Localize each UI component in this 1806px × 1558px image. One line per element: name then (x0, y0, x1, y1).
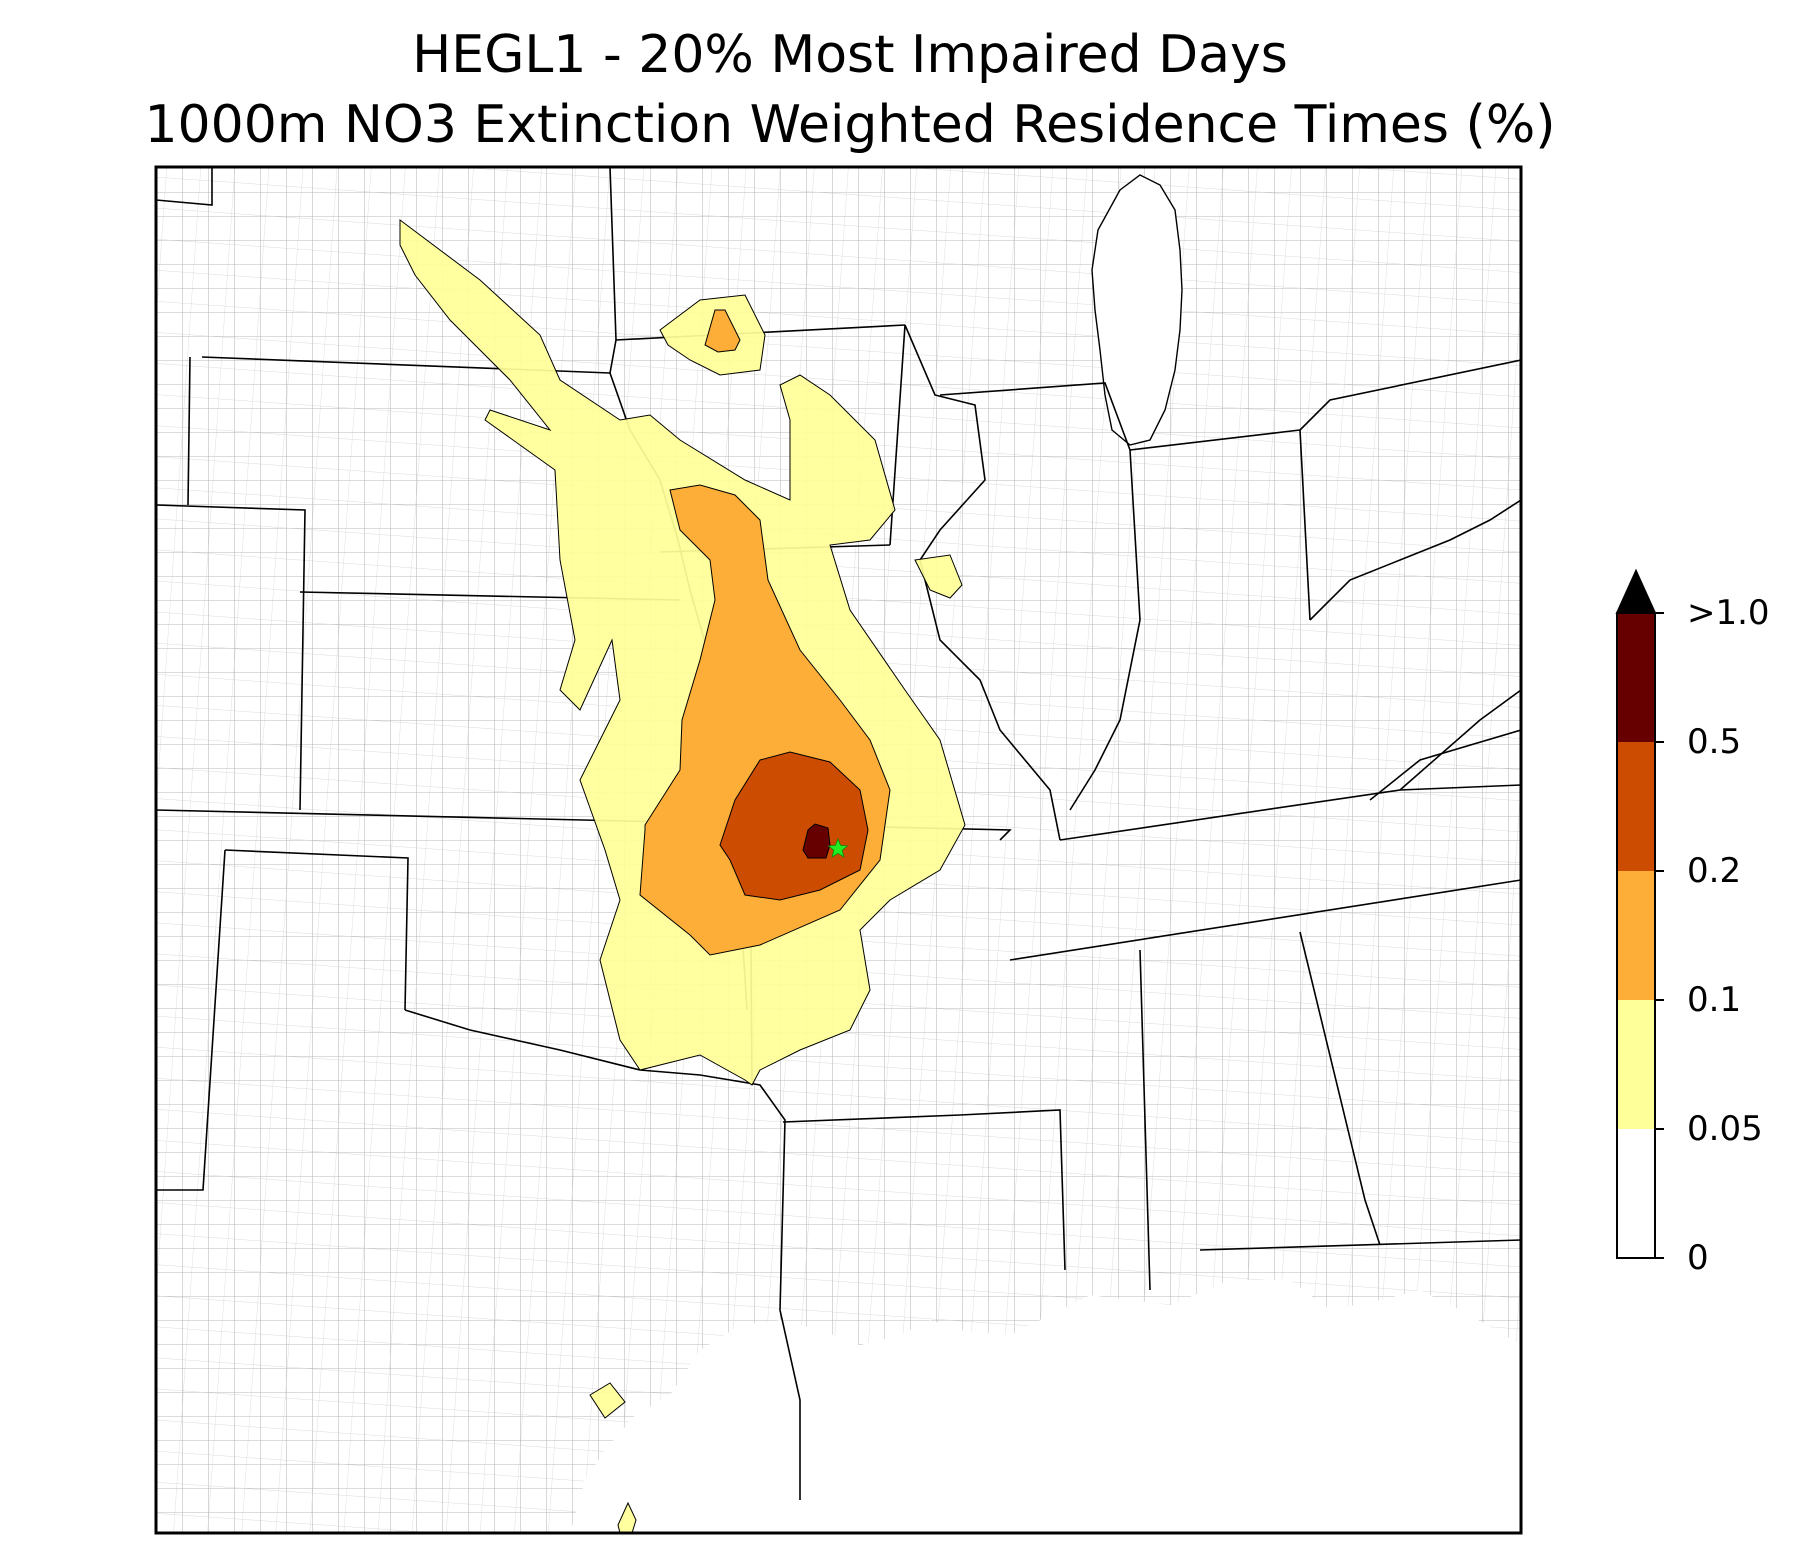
colorbar-segment (1617, 871, 1655, 1000)
contour-level-0.2 (719, 751, 869, 901)
colorbar (1615, 568, 1664, 1259)
colorbar-segment (1617, 1000, 1655, 1129)
colorbar-tick-label: 0.2 (1687, 851, 1742, 891)
map-area (156, 167, 1521, 1533)
contour-level-0.1-island-north (704, 309, 741, 353)
colorbar-extend-arrow (1615, 568, 1657, 614)
colorbar-tick-label: 0.5 (1687, 722, 1742, 762)
colorbar-tick-label: 0 (1687, 1238, 1709, 1278)
contour-fills (399, 219, 966, 1533)
lake-michigan (1091, 174, 1183, 446)
colorbar-tick-label: 0.1 (1687, 980, 1742, 1020)
colorbar-segment (1617, 1129, 1655, 1258)
map-frame (154, 165, 1523, 1535)
map-title-line-1: HEGL1 - 20% Most Impaired Days (412, 25, 1288, 85)
map-title-line-2: 1000m NO3 Extinction Weighted Residence … (144, 95, 1556, 155)
colorbar-outline (1616, 612, 1656, 1259)
colorbar-segment (1617, 613, 1655, 742)
contour-level-0.05-island-east (914, 554, 963, 599)
contour-level-0.05-island-south (589, 1382, 626, 1419)
contour-level-0.5 (802, 823, 831, 859)
star-icon (827, 837, 849, 858)
colorbar-tick-label: >1.0 (1687, 593, 1770, 633)
colorbar-tick-label: 0.05 (1687, 1109, 1763, 1149)
colorbar-segment (1617, 742, 1655, 871)
